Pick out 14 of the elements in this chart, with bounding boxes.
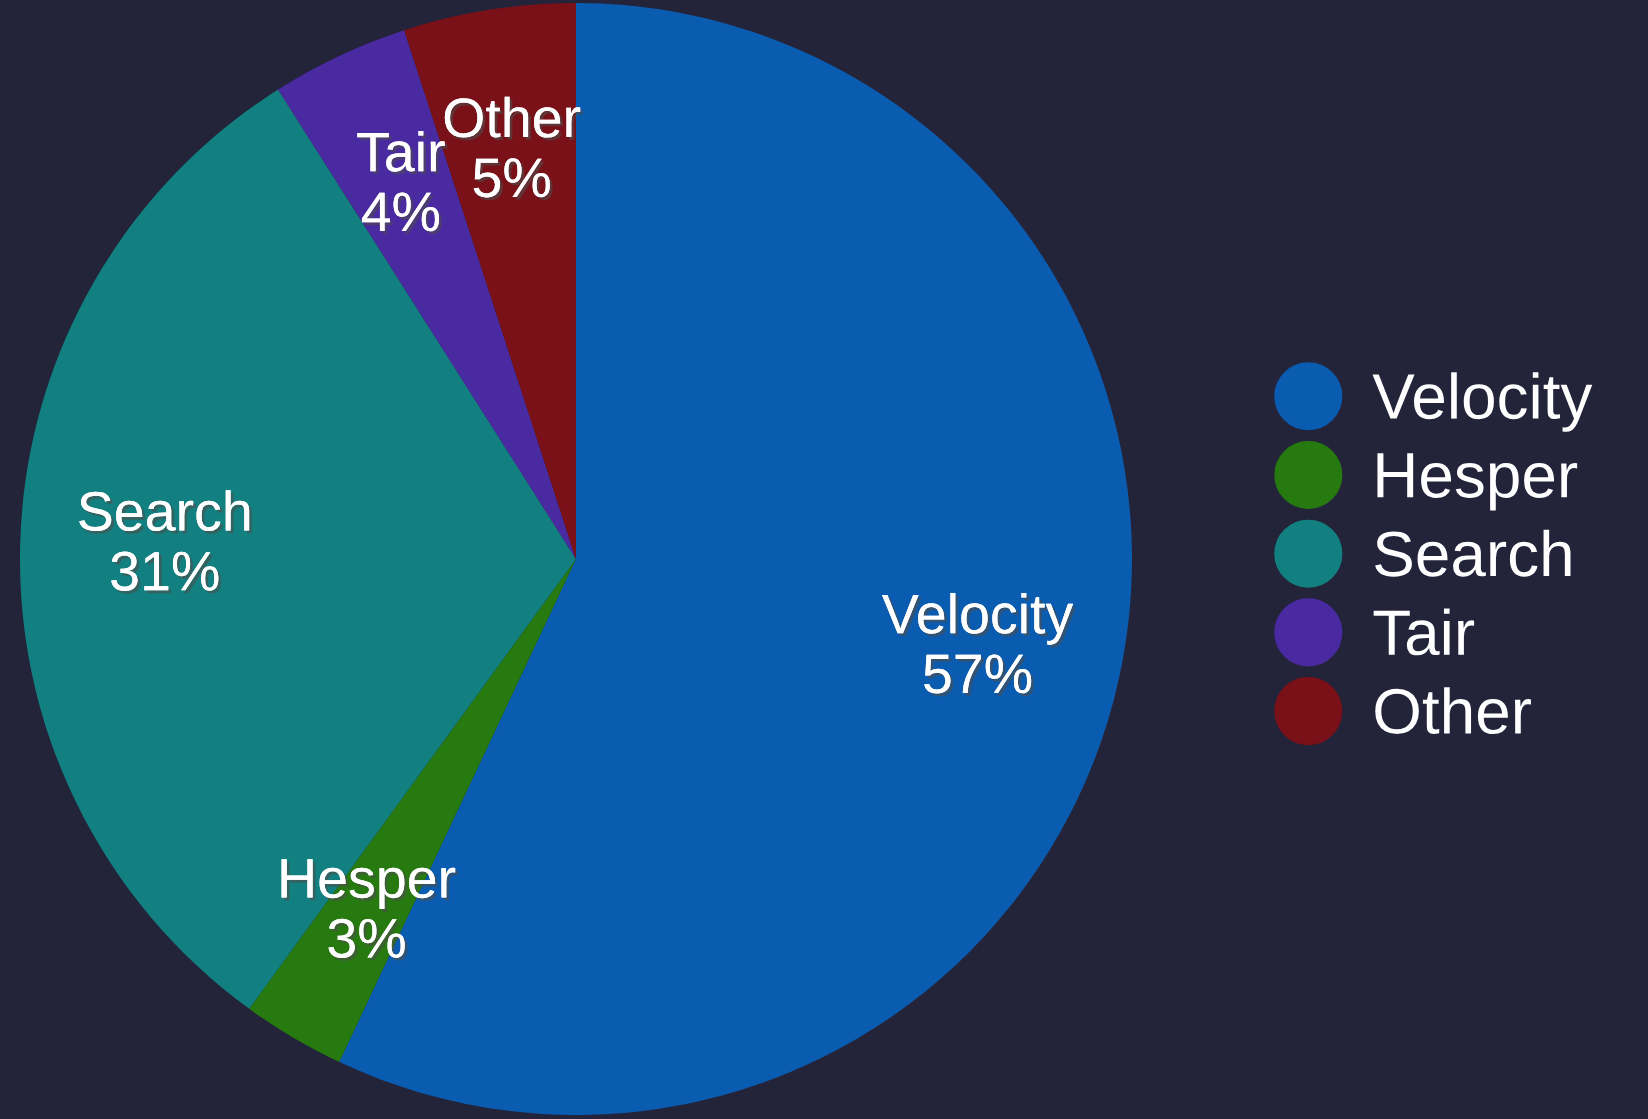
data-label: 5% — [473, 158, 553, 201]
legend-label: Search — [1375, 529, 1571, 577]
slice-label: Hesper — [281, 859, 458, 912]
data-label: 31% — [111, 551, 222, 594]
legend-label: Tair — [1373, 608, 1475, 656]
slice-label: Velocity — [882, 592, 1076, 648]
legend-label: Hesper — [1377, 453, 1578, 511]
pie-slice — [249, 559, 576, 1063]
data-label: 4% — [361, 192, 442, 235]
data-label: 57% — [924, 654, 1034, 697]
slice-label: Tair — [357, 130, 445, 172]
legend-label: Velocity — [1372, 372, 1593, 432]
legend-label: Other — [1375, 687, 1531, 735]
slice-label: Search — [79, 490, 252, 534]
